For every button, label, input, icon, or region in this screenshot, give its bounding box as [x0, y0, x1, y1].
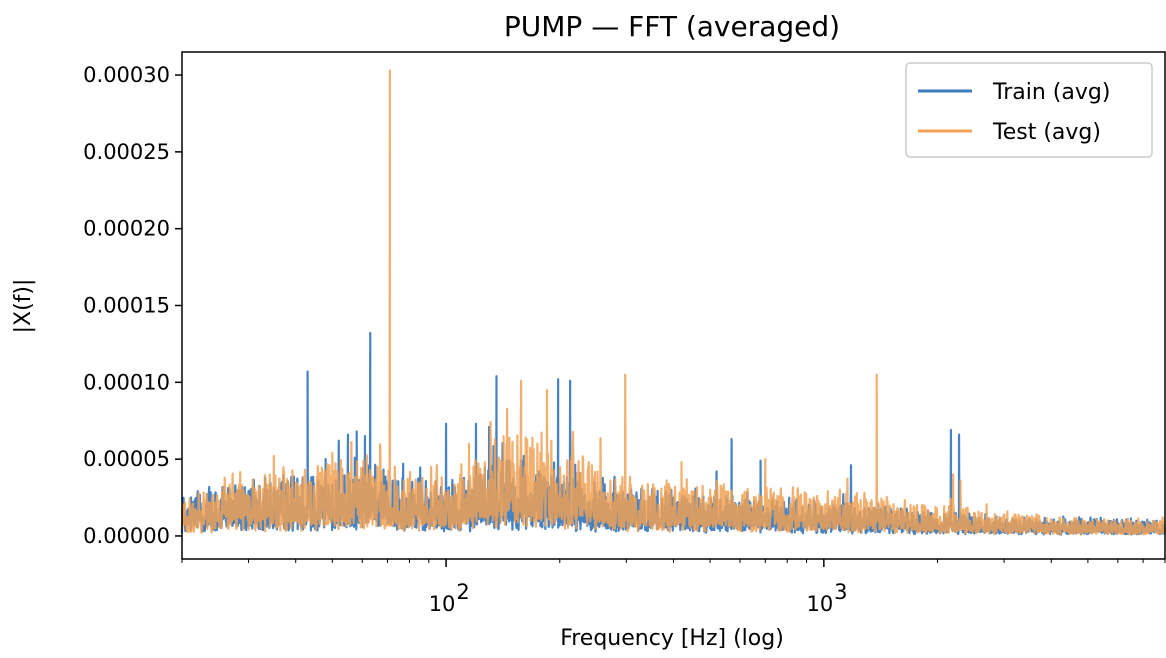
y-axis-ticks: 0.00000 0.00005 0.00010 0.00015 0.00020 0.000… — [83, 63, 182, 548]
legend-label-test: Test (avg) — [992, 120, 1101, 145]
series-line-test — [180, 69, 1166, 536]
x-axis-ticks: 10 2 10 3 — [181, 559, 1166, 616]
x-tick-label: 10 — [429, 592, 456, 616]
legend-label-train: Train (avg) — [992, 80, 1110, 105]
series-layer — [180, 69, 1166, 536]
x-tick-label: 10 — [806, 592, 833, 616]
legend-box — [905, 62, 1153, 158]
x-tick-exponent: 2 — [456, 580, 469, 604]
y-axis-label: |X(f)| — [11, 279, 36, 334]
y-tick-label: 0.00030 — [83, 63, 170, 87]
y-tick-label: 0.00005 — [83, 447, 170, 471]
x-axis-label: Frequency [Hz] (log) — [560, 626, 784, 651]
chart-title: PUMP — FFT (averaged) — [504, 10, 840, 43]
y-tick-label: 0.00000 — [83, 524, 170, 548]
y-tick-label: 0.00010 — [83, 370, 170, 394]
x-tick-exponent: 3 — [834, 580, 847, 604]
y-tick-label: 0.00015 — [83, 294, 170, 318]
y-tick-label: 0.00020 — [83, 217, 170, 241]
legend: Train (avg) Test (avg) — [905, 62, 1153, 158]
y-tick-label: 0.00025 — [83, 140, 170, 164]
